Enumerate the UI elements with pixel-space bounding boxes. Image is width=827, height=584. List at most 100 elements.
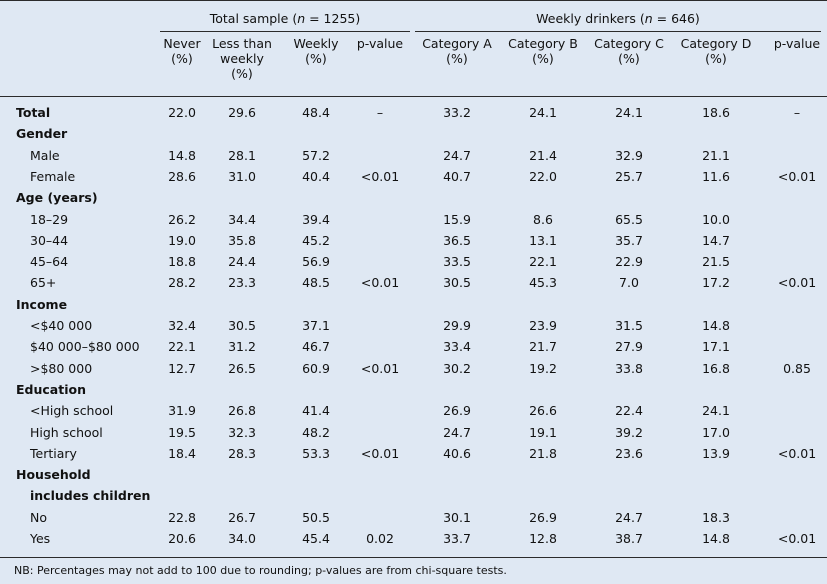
column-header: Category B (%): [503, 36, 583, 66]
column-header-line: Category B: [508, 36, 578, 51]
row-label: Total: [16, 105, 51, 120]
column-header-line: (%): [305, 51, 327, 66]
table-cell: 39.4: [302, 211, 330, 227]
table-cell: 45.3: [529, 275, 557, 291]
table-cell: <0.01: [360, 275, 400, 291]
table-cell: 21.8: [529, 445, 557, 461]
table-cell: 28.1: [228, 147, 256, 163]
column-header: p-value: [340, 36, 420, 51]
table-cell: 10.0: [702, 211, 730, 227]
column-header: Never (%): [142, 36, 222, 66]
table-cell: 24.7: [443, 424, 471, 440]
footnote: NB: Percentages may not add to 100 due t…: [14, 564, 507, 577]
total-group-n: n: [297, 11, 306, 26]
table-cell: 11.6: [702, 168, 730, 184]
table-cell: 31.9: [168, 403, 196, 419]
table-cell: 28.2: [168, 275, 196, 291]
table-cell: 48.4: [302, 105, 330, 120]
table-cell: 41.4: [302, 403, 330, 419]
total-sample-underline: [160, 31, 410, 32]
column-header-line: (%): [171, 51, 193, 66]
table-cell: 36.5: [443, 232, 471, 248]
row-label: <$40 000: [30, 318, 93, 333]
column-header-line: (%): [446, 51, 468, 66]
table-cell: 22.1: [529, 254, 557, 270]
table-row: Total 22.0 29.6 48.4 – 33.2 24.1 24.1 18.6 –: [0, 102, 827, 123]
weekly-group-n: n: [644, 11, 653, 26]
table-cell: 48.2: [302, 424, 330, 440]
table-cell: 18.8: [168, 254, 196, 270]
row-label: includes children: [30, 488, 151, 504]
table-cell: 13.1: [529, 232, 557, 248]
table-row: 18–29 26.2 34.4 39.4 15.9 8.6 65.5 10.0: [0, 209, 827, 230]
table-row: Yes 20.6 34.0 45.4 0.02 33.7 12.8 38.7 14.8 <0.01: [0, 528, 827, 549]
table-cell: 30.2: [443, 360, 471, 376]
column-header-line: (%): [618, 51, 640, 66]
table-cell: 29.6: [228, 105, 256, 120]
table-row: $40 000–$80 000 22.1 31.2 46.7 33.4 21.7 27.9 1…: [0, 336, 827, 357]
table-cell: 26.9: [443, 403, 471, 419]
table-row: >$80 000 12.7 26.5 60.9 <0.01 30.2 19.2 33.8 16.…: [0, 358, 827, 379]
column-header: Less than weekly (%): [202, 36, 282, 81]
column-header: Category C (%): [589, 36, 669, 66]
table-cell: <0.01: [777, 531, 817, 546]
table-cell: 23.3: [228, 275, 256, 291]
table-cell: 30.5: [228, 318, 256, 333]
table-cell: <0.01: [777, 445, 817, 461]
table-cell: 31.2: [228, 339, 256, 355]
table-cell: 34.0: [228, 531, 256, 546]
column-header: Category D (%): [676, 36, 756, 66]
column-header: p-value: [757, 36, 827, 51]
weekly-group-prefix: Weekly drinkers (: [536, 11, 645, 26]
table-cell: 45.2: [302, 232, 330, 248]
table-cell: 12.7: [168, 360, 196, 376]
row-label: Education: [16, 381, 86, 397]
table-row: Household: [0, 464, 827, 485]
table-cell: 26.2: [168, 211, 196, 227]
row-label: Yes: [30, 531, 51, 546]
table-row: Education: [0, 379, 827, 400]
table-cell: 40.7: [443, 168, 471, 184]
row-label: Male: [30, 147, 60, 163]
table-row: 30–44 19.0 35.8 45.2 36.5 13.1 35.7 14.7: [0, 230, 827, 251]
table-cell: 37.1: [302, 318, 330, 333]
table-cell: 46.7: [302, 339, 330, 355]
table-cell: 26.7: [228, 509, 256, 525]
table-row: High school 19.5 32.3 48.2 24.7 19.1 39.2 17.0: [0, 422, 827, 443]
table-cell: 38.7: [615, 531, 643, 546]
column-header-line: Category C: [594, 36, 664, 51]
table-cell: 28.6: [168, 168, 196, 184]
table-row: 45–64 18.8 24.4 56.9 33.5 22.1 22.9 21.5: [0, 251, 827, 272]
table-cell: 25.7: [615, 168, 643, 184]
table-cell: 17.2: [702, 275, 730, 291]
column-header-line: Never: [163, 36, 201, 51]
table-row: <High school 31.9 26.8 41.4 26.9 26.6 22.4 24.1: [0, 400, 827, 421]
table-cell: 18.4: [168, 445, 196, 461]
column-header-line: Less than: [212, 36, 272, 51]
table-cell: 21.7: [529, 339, 557, 355]
table-cell: <0.01: [777, 168, 817, 184]
table-cell: 56.9: [302, 254, 330, 270]
table-cell: 31.0: [228, 168, 256, 184]
total-group-prefix: Total sample (: [209, 11, 298, 26]
table-cell: 13.9: [702, 445, 730, 461]
table-cell: 30.5: [443, 275, 471, 291]
table-cell: 0.85: [783, 360, 811, 376]
table-cell: 33.4: [443, 339, 471, 355]
table-cell: 40.6: [443, 445, 471, 461]
column-header-line: (%): [231, 66, 253, 81]
table-cell: 28.3: [228, 445, 256, 461]
column-header: Category A (%): [417, 36, 497, 66]
table-cell: 40.4: [302, 168, 330, 184]
table-cell: 53.3: [302, 445, 330, 461]
table-cell: 30.1: [443, 509, 471, 525]
table-cell: 21.5: [702, 254, 730, 270]
row-label: Household: [16, 467, 91, 483]
row-label: Income: [16, 296, 68, 312]
table-cell: 18.3: [702, 509, 730, 525]
table-cell: 32.3: [228, 424, 256, 440]
table-cell: 19.1: [529, 424, 557, 440]
table-cell: –: [376, 105, 384, 120]
table-cell: 24.7: [443, 147, 471, 163]
